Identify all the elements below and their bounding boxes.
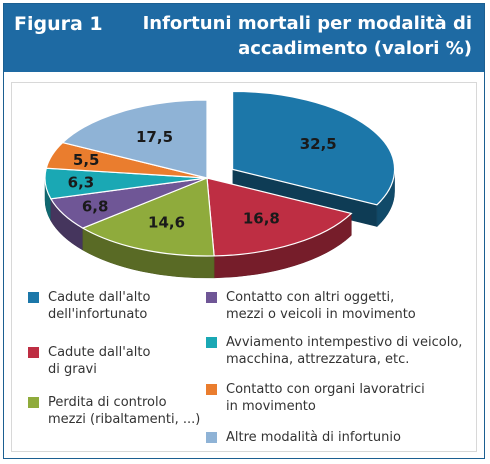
- pie-value-labels: 32,5 16,8 14,6 6,8 6,3 5,5 17,5: [68, 128, 337, 231]
- pie-slice: [81, 177, 215, 257]
- legend-swatch: [28, 397, 39, 408]
- legend-swatch: [206, 337, 217, 348]
- slice-value-label: 6,3: [68, 173, 95, 191]
- legend-item: Contatto con organi lavoratrici in movim…: [206, 381, 425, 415]
- slice-value-label: 14,6: [148, 213, 185, 231]
- pie-tops: [44, 90, 396, 257]
- slice-value-label: 5,5: [73, 151, 100, 169]
- legend-label: Contatto con altri oggetti, mezzi o veic…: [226, 290, 416, 322]
- pie-slice: [206, 177, 353, 257]
- legend-swatch: [206, 384, 217, 395]
- legend-swatch: [28, 292, 39, 303]
- legend-label: Perdita di controlo mezzi (ribaltamenti,…: [48, 395, 201, 427]
- pie-chart: 32,5 16,8 14,6 6,8 6,3 5,5 17,5: [44, 90, 396, 279]
- legend-item: Avviamento intempestivo di veicolo, macc…: [206, 334, 462, 368]
- legend-label: Altre modalità di infortunio: [226, 430, 401, 445]
- pie-slice: [61, 99, 208, 179]
- legend-label: Contatto con organi lavoratrici in movim…: [226, 382, 425, 414]
- figure-label: Figura 1: [14, 13, 103, 35]
- figure-header: Figura 1 Infortuni mortali per modalità …: [4, 4, 484, 72]
- legend-swatch: [28, 347, 39, 358]
- chart-area: 32,5 16,8 14,6 6,8 6,3 5,5 17,5 Cadute dall'al…: [11, 82, 477, 452]
- legend-label: Cadute dall'alto di gravi: [48, 345, 151, 377]
- slice-value-label: 17,5: [136, 128, 173, 146]
- pie-slice: [231, 90, 396, 206]
- slice-value-label: 6,8: [82, 197, 109, 215]
- legend-item: Cadute dall'alto dell'infortunato: [28, 289, 150, 323]
- legend-item: Cadute dall'alto di gravi: [28, 344, 150, 378]
- legend-item: Contatto con altri oggetti, mezzi o veic…: [206, 289, 416, 323]
- legend-item: Altre modalità di infortunio: [206, 429, 401, 446]
- legend-label: Avviamento intempestivo di veicolo, macc…: [226, 335, 463, 367]
- figure-title: Infortuni mortali per modalità di accadi…: [142, 13, 472, 59]
- chart-legend: Cadute dall'alto dell'infortunato Cadute…: [12, 83, 478, 453]
- slice-value-label: 32,5: [300, 135, 337, 153]
- legend-swatch: [206, 292, 217, 303]
- figure-frame: Figura 1 Infortuni mortali per modalità …: [3, 3, 485, 459]
- legend-swatch: [206, 432, 217, 443]
- legend-label: Cadute dall'alto dell'infortunato: [48, 290, 151, 322]
- legend-item: Perdita di controlo mezzi (ribaltamenti,…: [28, 394, 200, 428]
- slice-value-label: 16,8: [243, 210, 280, 228]
